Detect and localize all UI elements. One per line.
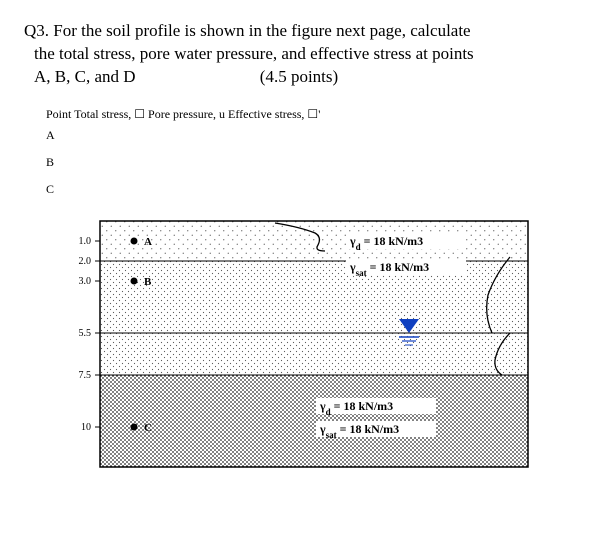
q-line3: A, B, C, and D: [34, 67, 136, 86]
table-header: Point Total stress, ☐ Pore pressure, u E…: [46, 107, 567, 122]
soil-layer: [100, 333, 528, 375]
axis-tick-label: 7.5: [79, 370, 92, 381]
soil-layer: [100, 375, 528, 467]
answer-table: Point Total stress, ☐ Pore pressure, u E…: [46, 107, 567, 197]
profile-point-label: B: [144, 276, 152, 288]
profile-point-label: C: [144, 422, 152, 434]
table-row: C: [46, 182, 567, 197]
axis-tick-label: 3.0: [79, 276, 92, 287]
profile-point: [131, 277, 138, 284]
profile-point-label: A: [144, 236, 152, 248]
table-row: B: [46, 155, 567, 170]
profile-point: [131, 423, 138, 430]
question-text: Q3. For the soil profile is shown in the…: [24, 20, 567, 89]
axis-tick-label: 5.5: [79, 328, 92, 339]
q-line2: the total stress, pore water pressure, a…: [34, 44, 474, 63]
axis-tick-label: 2.0: [79, 256, 92, 267]
q-points: (4.5 points): [260, 66, 338, 89]
profile-point: [131, 237, 138, 244]
axis-tick-label: 1.0: [79, 236, 92, 247]
figure-svg: 1.02.03.05.57.510γd = 18 kN/m3γsat = 18 …: [64, 215, 534, 475]
q-line1: Q3. For the soil profile is shown in the…: [24, 21, 471, 40]
soil-profile-figure: 1.02.03.05.57.510γd = 18 kN/m3γsat = 18 …: [64, 215, 567, 475]
axis-tick-label: 10: [81, 422, 91, 433]
table-row: A: [46, 128, 567, 143]
